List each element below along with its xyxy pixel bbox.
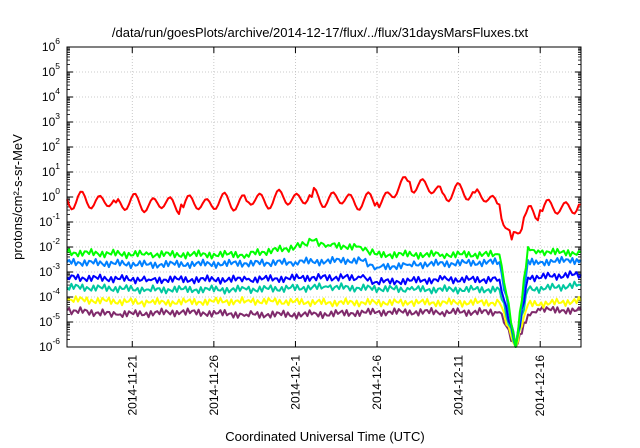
y-tick-label: 102 xyxy=(42,136,60,154)
y-tick-labels: 10-6 10-5 10-4 10-3 10-2 10-1 100 101 102 103 104 1… xyxy=(39,36,60,354)
series-line-5 xyxy=(66,237,582,348)
x-tick-label: 2014-11-21 xyxy=(125,355,139,416)
y-tick-label: 10-4 xyxy=(39,286,60,304)
y-tick-label: 10-3 xyxy=(39,261,60,279)
series-line-2 xyxy=(66,280,582,348)
y-tick-label: 103 xyxy=(42,111,60,129)
x-axis-label: Coordinated Universal Time (UTC) xyxy=(225,429,424,444)
x-tick-label: 2014-11-26 xyxy=(207,355,221,416)
y-tick-label: 104 xyxy=(42,86,60,104)
y-tick-label: 10-5 xyxy=(39,311,60,329)
series-line-0 xyxy=(66,305,582,348)
y-axis-label: protons/cm²-s-sr-MeV xyxy=(10,134,25,260)
y-tick-label: 10-1 xyxy=(39,211,60,229)
series-group xyxy=(66,176,582,348)
y-tick-label: 10-6 xyxy=(39,336,60,354)
series-line-4 xyxy=(66,255,582,348)
y-tick-label: 106 xyxy=(42,36,60,54)
series-line-1 xyxy=(67,295,582,348)
series-line-3 xyxy=(66,270,582,348)
x-tick-labels: 2014-11-21 2014-11-26 2014-12-1 2014-12-6 20… xyxy=(125,355,547,417)
x-tick-label: 2014-12-1 xyxy=(288,355,302,410)
series-line-6 xyxy=(66,176,582,241)
x-tick-label: 2014-12-6 xyxy=(370,355,384,410)
chart-title: /data/run/goesPlots/archive/2014-12-17/f… xyxy=(112,25,529,40)
plot-frame xyxy=(66,46,582,348)
grid xyxy=(67,47,581,347)
y-tick-label: 10-2 xyxy=(39,236,60,254)
x-tick-label: 2014-12-11 xyxy=(452,355,466,416)
y-tick-label: 101 xyxy=(42,161,60,179)
x-tick-label: 2014-12-16 xyxy=(533,355,547,417)
y-tick-label: 100 xyxy=(42,186,60,204)
y-tick-label: 105 xyxy=(42,61,60,79)
